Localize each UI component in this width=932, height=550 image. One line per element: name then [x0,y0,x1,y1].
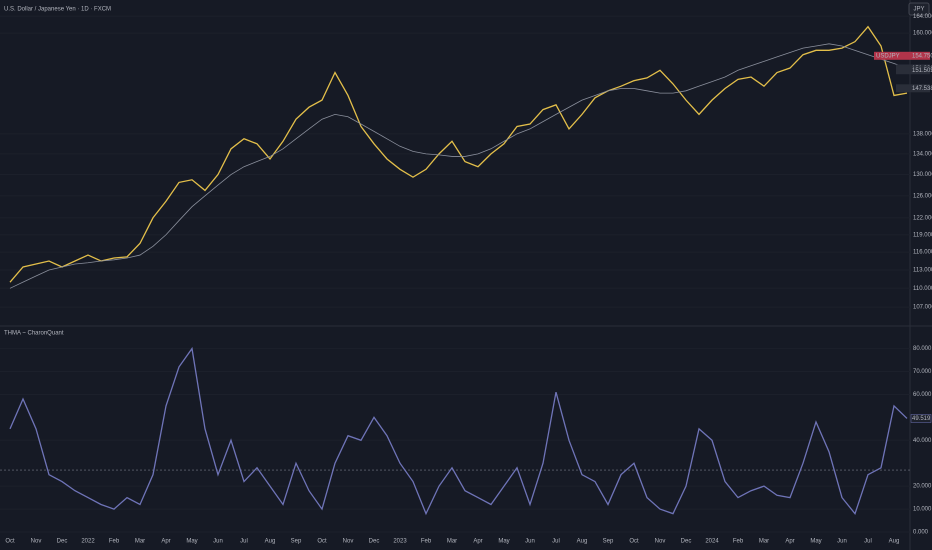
y-tick-label: 113.000 [913,268,932,274]
series-line [9,346,908,516]
price-tag [896,51,930,60]
price-tag-label: 154.750 [912,53,932,59]
x-tick-label: 2022 [81,539,95,545]
x-tick-label: Jun [837,539,847,545]
x-tick-label: Sep [603,539,614,545]
x-tick-label: Jun [525,539,535,545]
x-tick-label: Jun [213,539,223,545]
x-tick-label: Oct [629,539,639,545]
currency-button[interactable] [908,2,930,16]
x-tick-label: Jul [240,539,248,545]
y-tick-label: 122.000 [913,215,932,221]
x-tick-label: Sep [291,539,302,545]
symbol-tag: USDJPY [876,53,900,59]
y-tick-label: 70.000 [913,369,932,375]
y-tick-label: 107.000 [913,305,932,311]
y-tick-label: 10.000 [913,507,932,513]
last-value-tag [910,414,932,423]
x-tick-label: Feb [109,539,120,545]
x-tick-label: Apr [785,539,794,545]
last-value-label: 49.519 [912,416,931,422]
x-tick-label: Apr [473,539,482,545]
x-tick-label: Mar [759,539,769,545]
series-line [9,43,908,289]
price-tag [896,84,930,93]
series-line [9,25,908,283]
y-tick-label: 0.000 [913,530,929,536]
x-tick-label: Feb [421,539,432,545]
indicator-title: THMA ~ CharonQuant [4,331,64,337]
y-tick-label: 164.000 [913,14,932,20]
chart-title: U.S. Dollar / Japanese Yen · 1D · FXCM [4,7,111,13]
x-tick-label: Oct [5,539,15,545]
x-tick-label: Mar [447,539,457,545]
x-tick-label: Nov [343,539,354,545]
x-tick-label: May [498,539,509,545]
x-tick-label: 2024 [705,539,719,545]
y-tick-label: 116.000 [913,250,932,256]
y-tick-label: 134.000 [913,151,932,157]
x-tick-label: Oct [317,539,327,545]
y-tick-label: 130.000 [913,172,932,178]
x-tick-label: Dec [681,539,692,545]
y-tick-label: 40.000 [913,438,932,444]
y-tick-label: 20.000 [913,484,932,490]
currency-label: JPY [913,7,924,13]
y-tick-label: 119.000 [913,232,932,238]
symbol-tag-bg [874,51,896,60]
x-tick-label: Apr [161,539,170,545]
x-tick-label: Jul [864,539,872,545]
x-tick-label: Aug [265,539,276,545]
x-tick-label: Nov [655,539,666,545]
x-tick-label: May [810,539,821,545]
x-tick-label: Dec [57,539,68,545]
y-tick-label: 126.000 [913,193,932,199]
price-tag-label: 151.502 [912,68,932,74]
y-tick-label: 138.000 [913,131,932,137]
x-tick-label: Mar [135,539,145,545]
x-tick-label: Jul [552,539,560,545]
x-tick-label: May [186,539,197,545]
y-tick-label: 60.000 [913,392,932,398]
y-tick-label: 110.000 [913,286,932,292]
price-tag-label: 147.538 [912,86,932,92]
y-tick-label: 160.000 [913,31,932,37]
x-tick-label: Aug [577,539,588,545]
price-tag [896,66,930,75]
y-tick-label: 80.000 [913,346,932,352]
x-tick-label: Aug [889,539,900,545]
x-tick-label: Nov [31,539,42,545]
x-tick-label: Feb [733,539,744,545]
x-tick-label: Dec [369,539,380,545]
x-tick-label: 2023 [393,539,407,545]
